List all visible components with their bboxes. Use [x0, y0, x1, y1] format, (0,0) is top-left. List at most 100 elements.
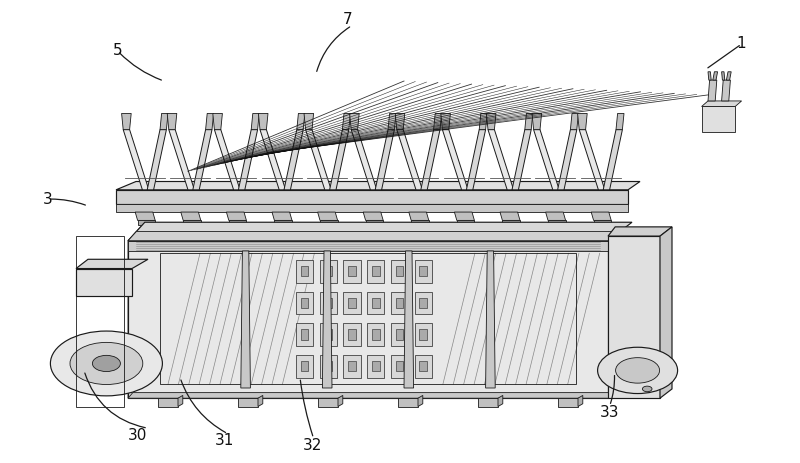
Polygon shape — [272, 212, 292, 220]
Polygon shape — [441, 113, 450, 130]
Bar — [325, 298, 332, 308]
Polygon shape — [722, 72, 725, 80]
Polygon shape — [708, 72, 711, 80]
Bar — [301, 361, 309, 371]
Bar — [419, 361, 427, 371]
Polygon shape — [366, 220, 383, 225]
Polygon shape — [525, 113, 533, 130]
Polygon shape — [169, 130, 194, 190]
Polygon shape — [398, 398, 418, 407]
Polygon shape — [375, 130, 394, 190]
Polygon shape — [193, 130, 212, 190]
Polygon shape — [122, 113, 131, 130]
Bar — [325, 361, 332, 371]
Polygon shape — [306, 130, 331, 190]
Bar — [367, 260, 384, 283]
Bar — [296, 292, 313, 314]
Polygon shape — [486, 251, 495, 388]
Polygon shape — [409, 212, 429, 220]
Bar — [391, 260, 408, 283]
Polygon shape — [76, 269, 132, 296]
Polygon shape — [702, 106, 735, 132]
Polygon shape — [183, 220, 201, 225]
Polygon shape — [128, 241, 608, 251]
Bar — [320, 355, 337, 377]
Polygon shape — [578, 395, 582, 407]
Bar — [320, 260, 337, 283]
Polygon shape — [116, 204, 628, 212]
Bar — [372, 330, 379, 340]
Bar — [348, 298, 356, 308]
Polygon shape — [558, 130, 577, 190]
Bar — [414, 260, 431, 283]
Bar — [414, 355, 431, 377]
Polygon shape — [558, 398, 578, 407]
Polygon shape — [512, 130, 531, 190]
Polygon shape — [330, 130, 349, 190]
Polygon shape — [158, 398, 178, 407]
Polygon shape — [138, 220, 155, 225]
Bar — [372, 361, 379, 371]
Polygon shape — [181, 212, 201, 220]
Polygon shape — [457, 220, 474, 225]
Bar — [372, 266, 379, 276]
Polygon shape — [338, 395, 343, 407]
Polygon shape — [616, 113, 624, 130]
Polygon shape — [178, 395, 183, 407]
Bar — [348, 266, 356, 276]
Polygon shape — [395, 113, 405, 130]
Polygon shape — [304, 113, 314, 130]
Text: 33: 33 — [600, 406, 619, 420]
Bar — [395, 266, 403, 276]
Polygon shape — [128, 393, 615, 398]
Polygon shape — [579, 130, 605, 190]
Bar — [367, 292, 384, 314]
Polygon shape — [238, 130, 258, 190]
Polygon shape — [570, 113, 578, 130]
Text: 32: 32 — [302, 438, 322, 453]
Bar — [391, 292, 408, 314]
Polygon shape — [388, 113, 396, 130]
Polygon shape — [258, 113, 268, 130]
Polygon shape — [603, 130, 622, 190]
Polygon shape — [135, 212, 155, 220]
Polygon shape — [116, 181, 640, 190]
Bar — [325, 266, 332, 276]
Polygon shape — [500, 212, 520, 220]
Bar — [301, 298, 309, 308]
Polygon shape — [297, 113, 305, 130]
Bar — [395, 298, 403, 308]
Polygon shape — [351, 130, 377, 190]
Polygon shape — [442, 130, 468, 190]
Polygon shape — [591, 212, 611, 220]
Polygon shape — [608, 232, 615, 398]
Polygon shape — [241, 251, 250, 388]
Polygon shape — [128, 241, 608, 398]
Polygon shape — [260, 130, 286, 190]
Bar — [343, 355, 361, 377]
Bar — [414, 323, 431, 346]
Polygon shape — [238, 398, 258, 407]
Polygon shape — [128, 222, 632, 241]
Polygon shape — [608, 236, 660, 398]
Polygon shape — [284, 130, 303, 190]
Polygon shape — [488, 130, 514, 190]
Bar — [301, 266, 309, 276]
Polygon shape — [274, 220, 292, 225]
Polygon shape — [251, 113, 259, 130]
Polygon shape — [116, 190, 628, 204]
Bar — [414, 292, 431, 314]
Circle shape — [70, 342, 143, 384]
Bar — [395, 330, 403, 340]
Polygon shape — [226, 212, 246, 220]
Polygon shape — [404, 251, 414, 388]
Bar — [419, 266, 427, 276]
Polygon shape — [478, 398, 498, 407]
Polygon shape — [160, 113, 168, 130]
Polygon shape — [726, 72, 731, 80]
Polygon shape — [713, 72, 718, 80]
Bar — [301, 330, 309, 340]
Polygon shape — [708, 80, 717, 101]
Bar — [367, 323, 384, 346]
Polygon shape — [128, 232, 620, 241]
